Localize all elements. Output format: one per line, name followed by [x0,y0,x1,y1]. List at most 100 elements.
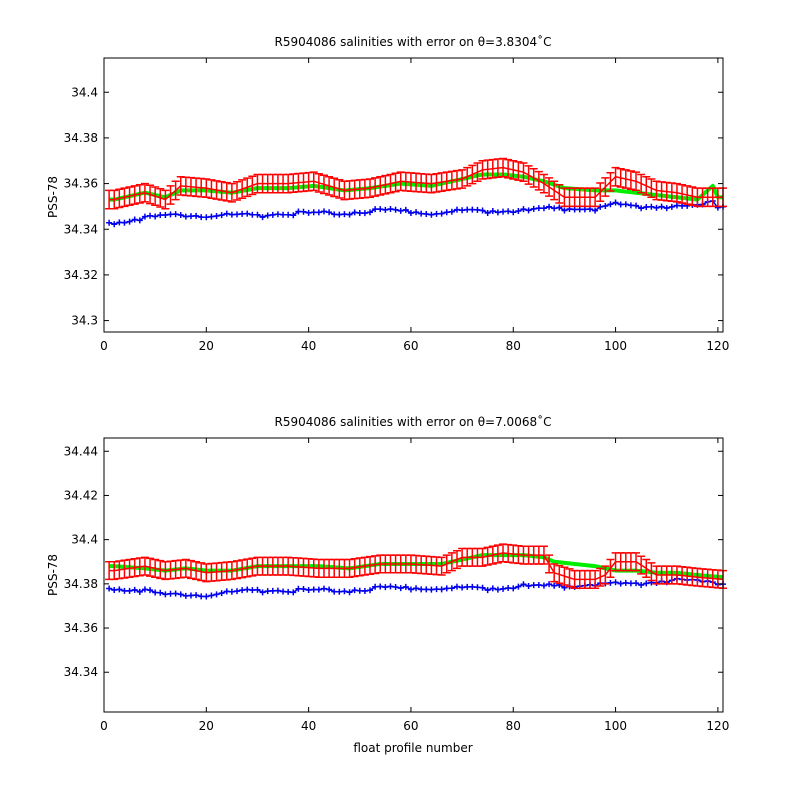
blue-point [515,583,522,590]
blue-point [172,211,179,218]
blue-point [402,206,409,213]
blue-point [264,588,271,595]
blue-point [546,581,553,588]
red-errorbar [146,184,155,205]
blue-point [438,586,445,593]
blue-point [643,580,650,587]
red-errorbar [606,171,615,192]
blue-point [402,583,409,590]
blue-point [505,585,512,592]
y-tick-label: 34.34 [64,222,98,236]
blue-point [269,211,276,218]
red-errorbar [140,182,149,203]
blue-point [627,202,634,209]
blue-point [290,212,297,219]
bottom-chart: R5904086 salinities with error on θ=7.00… [46,414,729,755]
blue-point [489,585,496,592]
red-errorbar [110,189,119,210]
blue-point [540,582,547,589]
blue-point [627,580,634,587]
blue-point [331,211,338,218]
red-errorbar [376,175,385,196]
red-errorbar [161,189,170,210]
blue-point [305,209,312,216]
blue-point [336,588,343,595]
blue-point [193,212,200,219]
red-errorbar [647,178,656,199]
blue-point [525,582,532,589]
red-errorbar [442,554,451,574]
red-errorbar [616,167,625,188]
red-errorbar [493,544,502,564]
red-errorbar [227,560,236,581]
blue-point [177,212,184,219]
red-errorbar [483,546,492,566]
blue-point [136,217,143,224]
blue-point [546,203,553,210]
red-errorbar [238,559,247,579]
blue-point [612,579,619,586]
y-tick-label: 34.42 [64,488,98,502]
y-tick-label: 34.4 [71,85,98,99]
blue-point [377,206,384,213]
blue-point [157,212,164,219]
blue-point [617,201,624,208]
blue-point [244,586,251,593]
blue-point [433,210,440,217]
blue-point [622,579,629,586]
red-errorbar [488,545,497,565]
blue-point [540,205,547,212]
y-tick-label: 34.36 [64,621,98,635]
x-axis-label: float profile number [353,741,472,755]
red-errorbar [478,547,487,567]
red-errorbar [130,185,139,205]
x-tick-label: 40 [301,719,316,733]
red-errorbar [621,169,630,189]
blue-point [300,586,307,593]
red-errorbar [452,549,461,570]
blue-point [116,219,123,226]
blue-point [147,212,154,219]
plot-area [105,157,727,228]
axes-frame [103,57,724,333]
blue-point [172,590,179,597]
blue-point [331,588,338,595]
blue-point [162,591,169,598]
blue-point [387,583,394,590]
red-errorbar [637,555,646,575]
blue-point [116,586,123,593]
red-errorbar [366,178,375,199]
y-tick-label: 34.38 [64,131,98,145]
top-chart: R5904086 salinities with error on θ=3.83… [46,34,729,353]
blue-point [489,208,496,215]
red-errorbar [596,182,605,203]
blue-point [453,206,460,213]
red-errorbar [524,165,533,185]
red-errorbar [452,169,461,190]
red-errorbar [309,171,318,192]
x-tick-label: 0 [100,719,108,733]
blue-point [479,584,486,591]
red-errorbar [678,183,687,204]
red-errorbar [314,172,323,193]
red-errorbar [207,179,216,199]
blue-point [413,209,420,216]
chart-title: R5904086 salinities with error on θ=7.00… [275,414,552,429]
red-errorbar [601,565,610,585]
blue-point [479,207,486,214]
blue-point [300,208,307,215]
blue-point [418,586,425,593]
blue-point [535,581,542,588]
blue-point [668,203,675,210]
blue-point [336,211,343,218]
red-errorbar [248,557,257,577]
x-tick-label: 20 [199,339,214,353]
y-tick-label: 34.38 [64,577,98,591]
blue-point [459,207,466,214]
blue-point [515,208,522,215]
red-errorbar [151,186,160,207]
y-axis-label: PSS-78 [46,554,60,596]
blue-point [423,211,430,218]
red-errorbar [534,170,543,191]
blue-point [372,206,379,213]
